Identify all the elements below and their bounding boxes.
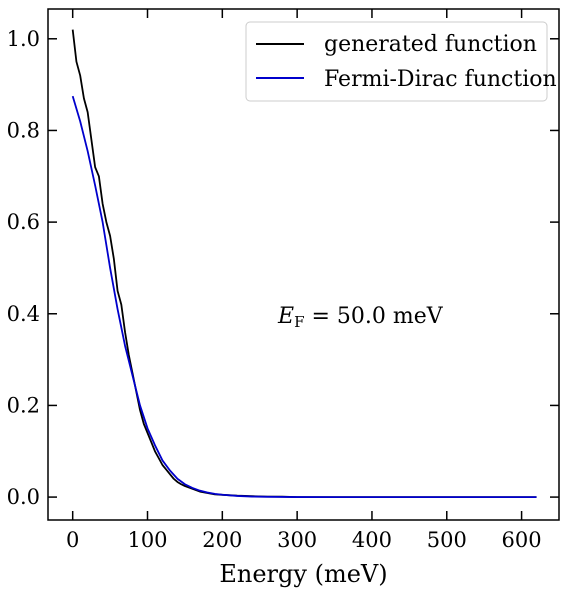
x-axis-label: Energy (meV)	[219, 560, 387, 588]
plot-frame	[47, 8, 560, 521]
series-layer	[71, 29, 537, 498]
y-tick-label: 0.4	[7, 302, 40, 326]
series-line-fermi-dirac-function	[71, 95, 537, 498]
legend-box	[245, 21, 548, 102]
annotation-value: = 50.0 meV	[304, 304, 443, 329]
annotation-subscript: F	[294, 313, 304, 331]
x-tick-label: 0	[66, 528, 79, 552]
fermi-energy-annotation: EF = 50.0 meV	[277, 304, 444, 331]
annotation-symbol: E	[277, 304, 294, 329]
legend-label-fermi-dirac: Fermi-Dirac function	[324, 67, 557, 92]
y-tick-label: 1.0	[7, 27, 40, 51]
y-tick-label: 0.8	[7, 118, 40, 142]
y-tick-label: 0.2	[7, 393, 40, 417]
x-tick-label: 500	[427, 528, 467, 552]
legend-label-generated: generated function	[324, 32, 537, 57]
plot-area: 0 100 200 300 400 500 600 0.0 0.2 0.4 0.6 0.8 1.0	[7, 8, 560, 552]
x-tick-label: 300	[277, 528, 317, 552]
y-tick-label: 0.6	[7, 210, 40, 234]
tick-layer: 0 100 200 300 400 500 600 0.0 0.2 0.4 0.6 0.8 1.0	[7, 9, 559, 552]
x-tick-label: 600	[502, 528, 542, 552]
x-tick-label: 200	[202, 528, 242, 552]
legend: generated function Fermi-Dirac function	[245, 21, 557, 102]
x-tick-label: 400	[352, 528, 392, 552]
x-tick-label: 100	[127, 528, 167, 552]
y-tick-label: 0.0	[7, 485, 40, 509]
